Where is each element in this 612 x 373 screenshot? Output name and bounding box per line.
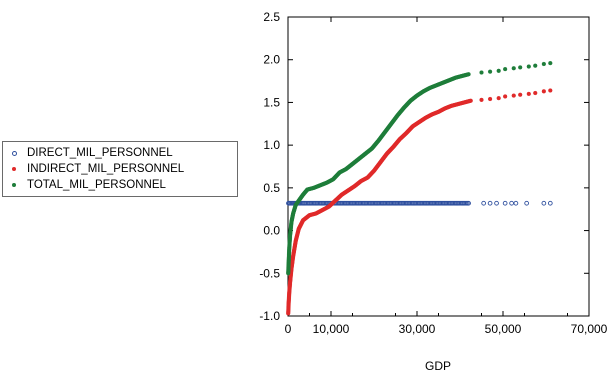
legend-label-indirect: INDIRECT_MIL_PERSONNEL: [27, 163, 185, 175]
legend-label-direct: DIRECT_MIL_PERSONNEL: [27, 147, 173, 159]
data-point: [548, 61, 553, 66]
y-tick-label: -1.0: [259, 309, 280, 323]
legend-marker-direct: [9, 148, 19, 158]
series-direct-mil-personnel: [286, 200, 553, 206]
data-point: [468, 98, 473, 103]
y-tick-label: 0.5: [263, 181, 280, 195]
data-point: [518, 92, 523, 97]
data-point: [466, 200, 471, 206]
y-tick-label: 1.0: [263, 138, 280, 152]
data-point: [548, 88, 553, 93]
y-tick-label: 1.5: [263, 95, 280, 109]
data-point: [488, 96, 493, 102]
legend-marker-indirect: [9, 164, 19, 174]
data-point: [466, 72, 471, 77]
x-tick-label: 30,000: [399, 322, 436, 336]
data-point: [533, 90, 538, 96]
legend: DIRECT_MIL_PERSONNEL INDIRECT_MIL_PERSON…: [2, 141, 238, 197]
series-total-mil-personnel: [286, 61, 553, 276]
data-point: [513, 200, 519, 206]
data-point: [502, 200, 508, 206]
legend-item-total: TOTAL_MIL_PERSONNEL: [9, 177, 237, 193]
x-tick-label: 50,000: [485, 322, 522, 336]
legend-item-indirect: INDIRECT_MIL_PERSONNEL: [9, 161, 237, 177]
x-axis-title: GDP: [425, 359, 451, 373]
y-tick-label: 2.5: [263, 10, 280, 24]
data-point: [511, 66, 516, 71]
data-point: [496, 68, 501, 73]
data-point: [479, 97, 484, 102]
data-point: [518, 65, 523, 70]
data-point: [487, 200, 493, 206]
data-point: [526, 64, 531, 69]
data-point: [509, 200, 514, 206]
data-point: [524, 200, 529, 206]
data-point: [541, 61, 546, 67]
data-point: [479, 70, 484, 75]
y-axis-ticks: -1.0 -0.5 0.0 0.5 1.0 1.5 2.0 2.5: [259, 10, 589, 323]
data-point: [526, 91, 531, 96]
series-indirect-mil-personnel: [286, 88, 553, 316]
plot-frame: [287, 16, 590, 317]
y-tick-label: 2.0: [263, 53, 280, 67]
data-point: [541, 200, 547, 206]
data-point: [511, 93, 516, 98]
data-point: [481, 200, 486, 206]
data-point: [503, 67, 508, 72]
data-point: [494, 200, 499, 206]
legend-label-total: TOTAL_MIL_PERSONNEL: [27, 179, 166, 191]
legend-item-direct: DIRECT_MIL_PERSONNEL: [9, 145, 237, 161]
y-tick-label: -0.5: [259, 266, 280, 280]
data-point: [547, 200, 553, 206]
x-tick-label: 10,000: [313, 322, 350, 336]
y-tick-label: 0.0: [263, 224, 280, 238]
data-point: [533, 63, 538, 68]
data-point: [496, 96, 501, 101]
x-axis-ticks: 0 10,000 30,000 50,000 70,000: [285, 17, 608, 336]
data-point: [503, 94, 508, 99]
legend-marker-total: [9, 180, 19, 190]
x-tick-label: 0: [285, 322, 292, 336]
x-tick-label: 70,000: [571, 322, 608, 336]
series-layer: [286, 61, 553, 316]
data-point: [488, 69, 493, 74]
data-point: [541, 89, 546, 94]
